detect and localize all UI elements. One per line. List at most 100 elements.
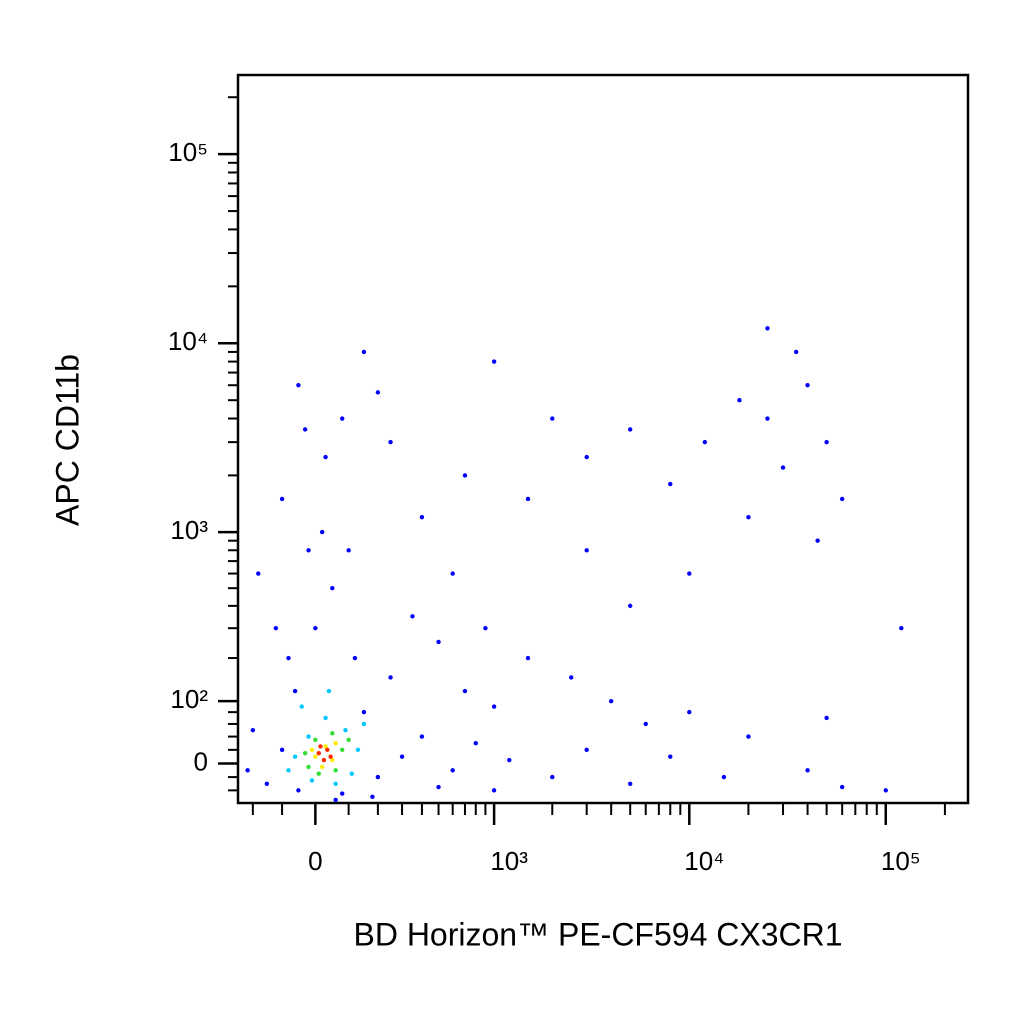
data-point	[326, 688, 332, 694]
data-point	[815, 538, 820, 543]
data-point	[323, 454, 328, 460]
data-point	[330, 731, 335, 736]
data-point	[627, 603, 633, 609]
data-point	[330, 757, 335, 763]
data-point	[309, 747, 315, 753]
data-point	[340, 747, 345, 753]
data-point	[450, 571, 455, 576]
data-point	[375, 774, 381, 780]
data-point	[584, 747, 589, 753]
data-point	[361, 721, 367, 727]
data-point	[824, 439, 829, 445]
data-point	[361, 709, 367, 715]
data-point	[899, 625, 904, 631]
data-point	[462, 473, 468, 478]
data-point	[333, 768, 338, 773]
data-point	[325, 747, 330, 753]
data-point	[323, 715, 328, 721]
data-point	[264, 781, 270, 787]
data-point	[436, 639, 441, 645]
x-tick-label: 10³	[490, 846, 528, 876]
data-point	[525, 655, 531, 661]
data-point	[313, 625, 318, 631]
y-tick-label: 10²	[170, 684, 208, 714]
data-point	[316, 751, 321, 756]
y-tick-label: 10⁵	[168, 137, 208, 167]
data-point	[306, 548, 311, 553]
data-point	[286, 768, 291, 773]
x-axis-title: BD Horizon™ PE-CF594 CX3CR1	[353, 916, 842, 952]
data-point	[584, 548, 589, 553]
data-point	[340, 416, 345, 421]
data-point	[370, 794, 375, 799]
data-point	[687, 571, 692, 576]
data-point	[608, 698, 614, 704]
data-point	[361, 349, 367, 355]
data-point	[550, 774, 555, 780]
data-point	[419, 734, 425, 739]
data-point	[525, 496, 531, 502]
data-point	[292, 688, 298, 694]
y-axis-title: APC CD11b	[49, 354, 85, 526]
data-point	[349, 771, 354, 776]
data-point	[436, 784, 441, 790]
data-point	[333, 797, 338, 803]
data-point	[296, 383, 301, 388]
data-point	[687, 709, 692, 715]
data-point	[302, 427, 308, 432]
data-point	[313, 737, 318, 743]
data-point	[273, 625, 279, 631]
data-point	[780, 465, 786, 470]
data-point	[627, 427, 633, 432]
data-point	[462, 688, 468, 694]
data-point	[330, 585, 335, 591]
data-point	[292, 754, 298, 759]
data-point	[483, 625, 488, 631]
data-point	[584, 454, 589, 460]
data-point	[419, 515, 425, 520]
data-point	[306, 734, 311, 739]
data-point	[737, 397, 742, 403]
data-point	[323, 744, 328, 749]
data-point	[668, 481, 673, 487]
data-point	[399, 754, 405, 759]
y-tick-label: 10³	[170, 515, 208, 545]
data-point	[668, 754, 673, 759]
y-tick-label: 10⁴	[168, 326, 208, 356]
data-point	[824, 715, 829, 721]
data-point	[346, 737, 351, 743]
data-point	[343, 727, 348, 733]
plot-frame	[236, 73, 970, 805]
data-point	[627, 781, 633, 787]
data-point	[507, 757, 512, 763]
data-point	[279, 747, 285, 753]
x-tick-label: 10⁵	[881, 846, 921, 876]
data-point	[319, 529, 325, 535]
data-point	[375, 390, 381, 395]
data-point	[643, 721, 648, 727]
data-point	[355, 747, 361, 753]
data-point	[319, 764, 325, 770]
data-point	[313, 754, 318, 759]
data-point	[450, 768, 455, 773]
data-point	[316, 771, 321, 776]
data-point	[352, 655, 358, 661]
data-point	[491, 359, 497, 364]
x-tick-label: 0	[308, 846, 322, 876]
data-point	[245, 768, 250, 773]
data-point	[388, 439, 393, 445]
data-point	[309, 778, 315, 783]
data-point	[286, 655, 291, 661]
data-point	[296, 788, 301, 793]
data-point	[746, 734, 751, 739]
data-point	[333, 781, 338, 787]
data-point	[765, 326, 770, 331]
data-point	[839, 784, 845, 790]
data-point	[805, 383, 810, 388]
data-point	[765, 416, 770, 421]
data-point	[569, 675, 574, 680]
data-point	[333, 740, 338, 746]
data-point	[491, 788, 497, 793]
data-point	[883, 788, 888, 793]
